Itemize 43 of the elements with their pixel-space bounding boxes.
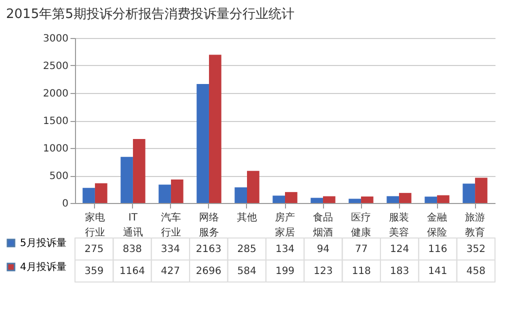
y-tick-label: 1500 xyxy=(43,116,68,127)
y-tick-label: 2500 xyxy=(43,61,68,72)
data-label: 116 xyxy=(428,244,448,255)
x-tick-label: 网络服务 xyxy=(198,212,219,238)
y-tick-label: 2000 xyxy=(43,88,68,100)
y-tick-label: 0 xyxy=(62,198,68,210)
data-label: 352 xyxy=(466,244,486,255)
data-label: 584 xyxy=(237,266,256,277)
data-label: 275 xyxy=(84,244,104,255)
x-tick-label: 金融保险 xyxy=(427,212,448,238)
data-label: 94 xyxy=(316,244,330,255)
x-tick-label: 汽车行业 xyxy=(160,212,181,238)
data-label: 134 xyxy=(275,244,295,255)
legend-label: 5月投诉量 xyxy=(20,237,66,249)
data-label: 2696 xyxy=(196,266,222,277)
x-tick-label: 房产家居 xyxy=(275,212,295,238)
data-label: 77 xyxy=(354,244,368,255)
data-label: 199 xyxy=(275,266,295,277)
data-label: 359 xyxy=(84,266,104,277)
data-label: 458 xyxy=(466,266,486,277)
data-label: 141 xyxy=(428,266,448,277)
y-tick-label: 3000 xyxy=(43,34,68,44)
data-label: 838 xyxy=(122,244,142,255)
data-label: 334 xyxy=(160,244,180,255)
x-tick-label: 家电行业 xyxy=(84,212,105,238)
x-tick-label: 医疗健康 xyxy=(351,212,372,238)
data-label: 183 xyxy=(390,266,410,277)
x-tick-label: IT通讯 xyxy=(122,212,143,238)
data-label: 285 xyxy=(237,244,256,255)
x-tick-label: 食品烟酒 xyxy=(313,212,334,238)
data-label: 124 xyxy=(390,244,410,255)
data-label: 118 xyxy=(352,266,371,277)
y-tick-label: 500 xyxy=(49,171,68,182)
x-tick-label: 其他 xyxy=(236,212,257,224)
data-label: 427 xyxy=(160,266,180,277)
chart-title: 2015年第5期投诉分析报告消费投诉量分行业统计 xyxy=(6,7,294,22)
y-tick-label: 1000 xyxy=(43,144,68,154)
data-label: 2163 xyxy=(196,244,222,255)
x-tick-label: 服装美容 xyxy=(389,212,410,238)
x-tick-label: 旅游教育 xyxy=(465,212,486,238)
data-label: 1164 xyxy=(120,266,145,277)
data-label: 123 xyxy=(314,266,333,277)
legend-label: 4月投诉量 xyxy=(20,261,66,273)
